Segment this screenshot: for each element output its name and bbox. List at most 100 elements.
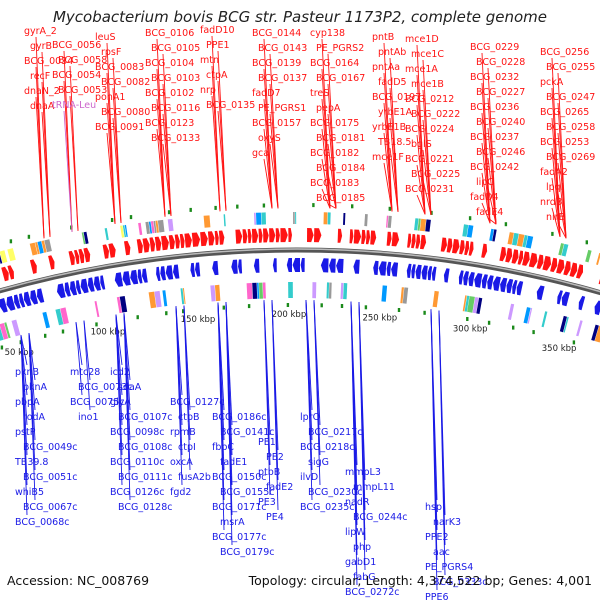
forward-gene-label: fadD4 (470, 192, 499, 203)
forward-gene-label: BCG_0225 (411, 169, 460, 180)
inner-tick-track-dot (182, 309, 185, 314)
forward-gene-leader-line (327, 203, 337, 209)
outer-tick-track-dot (585, 240, 588, 245)
forward-gene-label: BCG_0164 (310, 58, 359, 69)
reverse-gene-arrow (353, 259, 360, 274)
reverse-gene-label: BCG_0098c (110, 427, 165, 438)
forward-gene-leader-line (551, 147, 561, 237)
reverse-feature-track-block (94, 301, 100, 318)
forward-feature-track-block (489, 228, 494, 241)
forward-gene-arrow (136, 239, 143, 254)
reverse-gene-arrow (329, 258, 336, 273)
reverse-gene-label: sigG (308, 457, 329, 468)
forward-feature-track-block (0, 254, 3, 264)
reverse-feature-track-block (527, 307, 533, 324)
forward-feature-track-block (0, 250, 8, 264)
forward-gene-label: BCG_0237 (470, 132, 519, 143)
reverse-gene-arrow (500, 277, 508, 293)
reverse-gene-arrow (76, 280, 82, 295)
forward-gene-label: BCG_0255 (546, 62, 595, 73)
outer-tick-track-dot (189, 207, 192, 212)
reverse-feature-track-block (467, 296, 475, 313)
reverse-feature-track-block (55, 308, 64, 326)
forward-gene-arrow (459, 240, 465, 255)
forward-gene-arrow (74, 249, 80, 265)
forward-gene-leader-line (557, 192, 567, 239)
forward-gene-label: BCG_0182 (310, 148, 359, 159)
forward-gene-arrow (517, 250, 523, 265)
reverse-gene-label: BCG_0272c (345, 587, 400, 598)
forward-gene-label: BCG_0091 (95, 122, 144, 133)
reverse-feature-track-block (472, 297, 479, 314)
reverse-gene-arrow (70, 281, 78, 296)
forward-feature-track-block (150, 221, 155, 234)
reverse-gene-arrow (173, 264, 180, 279)
forward-gene-arrow (161, 235, 169, 251)
forward-gene-label: nirB (546, 212, 565, 223)
forward-gene-leader-line (551, 177, 561, 237)
forward-gene-arrow (349, 229, 354, 244)
forward-gene-label: fadD7 (252, 88, 281, 99)
forward-gene-label: BCG_0103 (151, 73, 200, 84)
forward-gene-label: BCG_0175 (310, 118, 359, 129)
ruler-label: 100 kbp (91, 328, 126, 338)
forward-gene-label: BCG_0080 (101, 107, 150, 118)
forward-gene-leader-line (321, 98, 331, 209)
outer-tick-track-dot (504, 222, 508, 227)
reverse-gene-arrow (156, 266, 161, 281)
forward-gene-arrow (415, 234, 421, 249)
forward-feature-track-block (522, 235, 528, 248)
forward-feature-track-block (320, 212, 324, 225)
forward-gene-arrow (314, 228, 322, 243)
reverse-feature-track-block (116, 296, 122, 314)
forward-gene-leader-line (481, 142, 491, 224)
reverse-gene-label: fadE2 (266, 482, 293, 493)
forward-gene-label: fadE4 (476, 207, 503, 218)
forward-feature-track-block (345, 213, 350, 226)
forward-gene-arrow (411, 234, 416, 249)
reverse-gene-arrow (578, 295, 586, 311)
inner-tick-track-dot (286, 303, 290, 307)
forward-feature-track-block (145, 221, 150, 234)
reverse-feature-track-block (328, 282, 332, 299)
inner-tick-track-dot (512, 325, 515, 330)
forward-gene-label: treS (310, 88, 329, 99)
forward-feature-track (0, 212, 600, 265)
forward-gene-leader-line (416, 164, 426, 215)
forward-gene-arrow (556, 259, 565, 274)
forward-gene-label: pepA (316, 103, 341, 114)
forward-gene-label: pntAa (372, 62, 400, 73)
reverse-gene-label: fabG (353, 572, 376, 583)
forward-feature-track-block (4, 249, 10, 262)
forward-gene-leader-line (416, 194, 426, 215)
reverse-feature-track-block (162, 290, 168, 307)
forward-feature-track-block (120, 225, 125, 238)
inner-tick-track-dot (423, 310, 426, 315)
reverse-gene-labels: pknB pknA pbpA rodA pstP BCG_0049c TB39.8 BCG_0… (14, 300, 488, 600)
forward-gene-leader-line (217, 110, 227, 211)
forward-gene-label: gca (252, 148, 269, 159)
forward-feature-track-block (512, 232, 519, 246)
inner-tick-track-dot (466, 317, 469, 321)
reverse-gene-arrow (122, 271, 131, 286)
ruler-label: 250 kbp (362, 313, 397, 323)
forward-gene-leader-line (112, 117, 122, 223)
reverse-gene-arrow (594, 300, 600, 316)
inner-tick-track-dot (61, 329, 65, 334)
reverse-gene-label: mmpL11 (353, 482, 395, 493)
forward-feature-track-block (167, 218, 174, 232)
forward-gene-label: yrbE1B (372, 122, 406, 133)
forward-gene-label: BCG_0258 (546, 122, 595, 133)
forward-gene-leader-line (211, 95, 221, 212)
forward-gene-arrow (258, 228, 263, 243)
forward-gene-label: mtn (200, 55, 219, 66)
reverse-gene-arrow (411, 264, 416, 279)
reverse-gene-label: BCG_0108c (118, 442, 173, 453)
forward-gene-label: ctpA (206, 70, 228, 81)
reverse-gene-arrow (160, 266, 166, 281)
reverse-gene-arrow (421, 265, 428, 280)
reverse-gene-arrow (19, 293, 26, 308)
reverse-feature-track-block (559, 315, 567, 333)
forward-gene-arrow (505, 248, 513, 263)
forward-gene-label: ponA1 (95, 92, 125, 103)
